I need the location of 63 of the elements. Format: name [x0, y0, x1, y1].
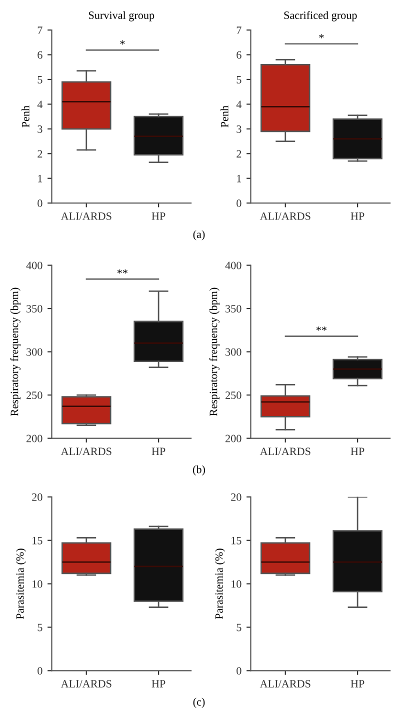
y-tick-label: 1 — [237, 174, 242, 182]
y-tick-label: 5 — [236, 76, 242, 84]
y-tick-label: 200 — [226, 434, 242, 442]
y-tick-label: 6 — [38, 51, 42, 59]
x-tick-label: ALI/ARDS — [260, 448, 310, 456]
y-tick-label: 3 — [38, 125, 42, 133]
y-tick-label: 0 — [236, 200, 242, 208]
chart-title: Survival group — [88, 11, 154, 22]
text: (c) — [193, 698, 205, 708]
y-tick-label: 10 — [32, 580, 42, 588]
annotation: * — [319, 34, 324, 38]
x-tick-label: HP — [350, 680, 364, 688]
y-tick-label: 2 — [38, 150, 42, 158]
y-tick-label: 1 — [38, 174, 42, 182]
y-tick-label: 2 — [236, 150, 242, 158]
y-tick-label: 5 — [38, 76, 42, 84]
y-axis-title: Respiratory frequency (bpm) — [209, 288, 220, 416]
x-tick-label: HP — [152, 212, 166, 220]
y-axis-title: Respiratory frequency (bpm) — [10, 288, 20, 416]
y-tick-label: 10 — [232, 580, 242, 588]
y-tick-label: 20 — [32, 493, 42, 501]
y-tick-label: 15 — [32, 536, 42, 544]
y-tick-label: 7 — [38, 26, 42, 34]
y-tick-label: 7 — [236, 26, 242, 34]
y-axis-title: Parasitemia (%) — [214, 548, 226, 620]
text: (b) — [193, 465, 205, 476]
y-tick-label: 300 — [226, 348, 242, 356]
annotation: ** — [117, 269, 128, 274]
y-tick-label: 4 — [236, 100, 242, 108]
x-tick-label: HP — [350, 448, 364, 456]
y-tick-label: 250 — [226, 392, 242, 399]
y-tick-label: 0 — [38, 200, 42, 208]
x-tick-label: HP — [152, 448, 166, 456]
y-tick-label: 6 — [236, 51, 242, 59]
y-tick-label: 400 — [26, 262, 42, 270]
y-tick-label: 20 — [231, 493, 242, 501]
y-tick-label: 5 — [38, 624, 42, 632]
y-tick-label: 400 — [225, 262, 242, 270]
y-tick-label: 350 — [226, 304, 242, 312]
y-axis-title: Parasitemia (%) — [16, 548, 26, 620]
y-tick-label: 15 — [232, 536, 242, 544]
y-tick-label: 0 — [236, 667, 242, 675]
annotation: ** — [316, 326, 326, 331]
y-tick-label: 0 — [38, 667, 42, 675]
x-tick-label: ALI/ARDS — [260, 212, 310, 220]
y-tick-label: 300 — [26, 348, 42, 356]
x-tick-label: HP — [350, 212, 364, 220]
x-tick-label: ALI/ARDS — [260, 680, 310, 688]
y-tick-label: 350 — [26, 304, 42, 312]
annotation: * — [120, 40, 125, 44]
x-tick-label: ALI/ARDS — [60, 680, 112, 688]
y-tick-label: 5 — [236, 624, 242, 632]
y-tick-label: 4 — [37, 100, 43, 108]
y-tick-label: 3 — [236, 125, 242, 133]
x-tick-label: HP — [152, 680, 166, 688]
y-axis-title: Penh — [22, 106, 30, 128]
x-tick-label: ALI/ARDS — [60, 212, 112, 220]
y-axis-title: Penh — [220, 106, 228, 128]
chart-title: Sacrificed group — [284, 11, 357, 22]
x-tick-label: ALI/ARDS — [60, 448, 112, 456]
y-tick-label: 200 — [26, 434, 42, 442]
text: (a) — [193, 230, 205, 240]
y-tick-label: 250 — [26, 392, 42, 399]
